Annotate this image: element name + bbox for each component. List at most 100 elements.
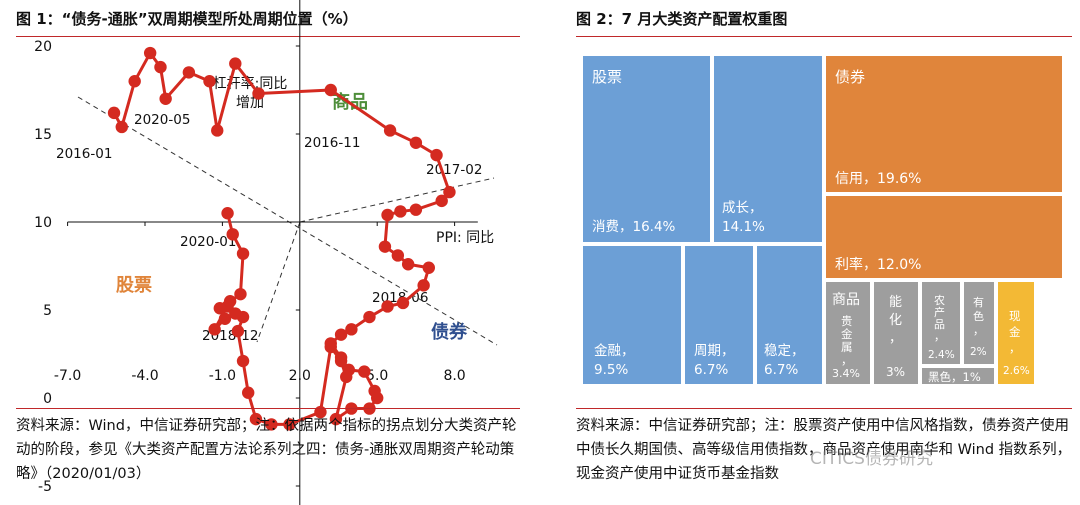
figure-2-title: 图 2：7 月大类资产配置权重图 xyxy=(576,10,788,28)
cell-bond-credit xyxy=(824,54,1064,194)
data-point xyxy=(381,208,394,222)
cell-label-agri-char: 品 xyxy=(934,318,945,331)
data-point xyxy=(324,340,337,354)
data-point xyxy=(324,83,337,97)
data-point xyxy=(223,295,237,308)
cell-commodity-precious xyxy=(824,280,872,386)
data-point xyxy=(383,124,397,137)
cell-label-energy-char: 能 xyxy=(889,295,902,310)
date-annotation: 2020-05 xyxy=(134,112,190,128)
left-figure-panel: 图 1：“债务-通胀”双周期模型所处周期位置（%） -50510152025-7… xyxy=(0,0,528,505)
cell-label-rates: 利率，12.0% xyxy=(835,256,921,273)
right-figure-panel: 图 2：7 月大类资产配置权重图 股票 消费，16.4% 成长， 14.1% 金融， 9.… xyxy=(560,0,1080,505)
title-divider xyxy=(576,36,1072,37)
cell-cash xyxy=(996,280,1036,386)
cell-label-consumer: 消费，16.4% xyxy=(592,219,676,235)
data-point xyxy=(211,124,224,137)
data-point xyxy=(435,194,448,208)
data-point xyxy=(203,75,216,88)
cell-label-stable-value: 6.7% xyxy=(764,362,798,378)
cell-label-agri-char: ， xyxy=(934,330,945,343)
date-annotation: 2017-02 xyxy=(426,162,482,178)
data-point xyxy=(396,296,410,310)
cell-label-stable: 稳定， xyxy=(764,343,805,359)
cell-label-nonferrous-value: 2% xyxy=(970,346,987,358)
cell-label-energy-char: ， xyxy=(889,331,902,346)
cell-label-precious-value: 3.4% xyxy=(832,367,860,380)
data-point xyxy=(221,207,234,220)
data-point xyxy=(154,60,167,74)
cell-label-ferrous: 黑色，1% xyxy=(928,370,981,384)
quadrant-label: 股票 xyxy=(115,275,152,296)
data-point xyxy=(234,287,247,301)
cell-stock-consumer xyxy=(581,54,712,244)
x-tick-label: -7.0 xyxy=(54,368,81,384)
data-point xyxy=(159,92,172,106)
cell-label-agri-char: 产 xyxy=(934,305,945,319)
cell-bond-rates xyxy=(824,194,1064,280)
cell-label-cash-char: ， xyxy=(1009,341,1021,355)
guide-line-down xyxy=(256,221,301,343)
cell-commodity-ferrous xyxy=(920,366,996,386)
cell-label-credit: 信用，19.6% xyxy=(835,171,921,187)
cell-commodity-nonferrous xyxy=(962,280,996,366)
guide-line-falling xyxy=(77,96,498,346)
data-point xyxy=(182,66,196,79)
series-line xyxy=(112,51,451,426)
data-point xyxy=(340,370,353,384)
data-point xyxy=(107,106,121,120)
figure-2-source-note: 资料来源：中信证券研究部；注：股票资产使用中信风格指数，债券资产使用中债长久期国… xyxy=(576,418,1072,482)
cell-label-cash-value: 2.6% xyxy=(1003,365,1030,377)
x-tick-label: -4.0 xyxy=(131,368,158,384)
y-tick-label: 15 xyxy=(34,127,52,143)
data-point xyxy=(358,365,371,378)
data-point xyxy=(443,185,456,199)
cell-stock-stable xyxy=(755,244,824,386)
cell-label-cyclical: 周期， xyxy=(694,343,735,359)
x-tick-label: 2.0 xyxy=(289,368,311,384)
data-point xyxy=(265,418,278,431)
x-axis-title: PPI: 同比 xyxy=(436,230,494,246)
cell-label-cash-char: 现 xyxy=(1009,309,1021,323)
quadrant-label: 债券 xyxy=(431,321,468,343)
debt-inflation-cycle-chart: -50510152025-7.0-4.0-1.02.05.08.0杠杆率:同比增… xyxy=(34,0,498,505)
y-tick-label: 5 xyxy=(43,303,52,319)
data-point xyxy=(329,412,343,426)
x-tick-label: -1.0 xyxy=(209,368,236,384)
cell-commodity-energy xyxy=(872,280,920,386)
cell-label-cyclical-value: 6.7% xyxy=(694,362,728,378)
cell-label-finance: 金融， xyxy=(594,343,635,359)
x-tick-label: 8.0 xyxy=(443,368,465,384)
cell-label-precious-char: ， xyxy=(841,353,853,367)
data-point xyxy=(345,323,358,336)
cell-label-energy-char: 化 xyxy=(889,313,902,328)
guide-line-rising xyxy=(299,177,495,223)
cell-label-growth: 成长， xyxy=(722,200,763,216)
data-point xyxy=(231,324,245,338)
y-tick-label: 10 xyxy=(34,215,52,231)
data-point xyxy=(409,136,423,149)
cell-label-agri-char: 农 xyxy=(934,293,945,307)
group-label-bond: 债券 xyxy=(835,68,865,86)
cell-label-growth-value: 14.1% xyxy=(722,219,765,235)
cell-label-precious-char: 金 xyxy=(841,327,853,341)
data-point xyxy=(371,391,384,405)
date-annotation: 2016-11 xyxy=(304,135,360,151)
data-point xyxy=(218,312,232,325)
group-label-stock: 股票 xyxy=(592,68,622,86)
data-point xyxy=(236,354,250,368)
data-point xyxy=(422,261,435,274)
data-point xyxy=(401,258,415,271)
data-point xyxy=(229,57,242,70)
y-tick-label: 0 xyxy=(43,391,52,407)
group-label-commodity: 商品 xyxy=(832,292,860,308)
data-point xyxy=(143,46,157,60)
cell-label-energy-value: 3% xyxy=(886,365,905,379)
data-point xyxy=(334,354,348,368)
data-point xyxy=(226,228,239,241)
data-point xyxy=(394,205,407,218)
data-point xyxy=(417,279,430,292)
cell-label-precious-char: 贵 xyxy=(841,314,853,328)
data-point xyxy=(128,75,141,88)
